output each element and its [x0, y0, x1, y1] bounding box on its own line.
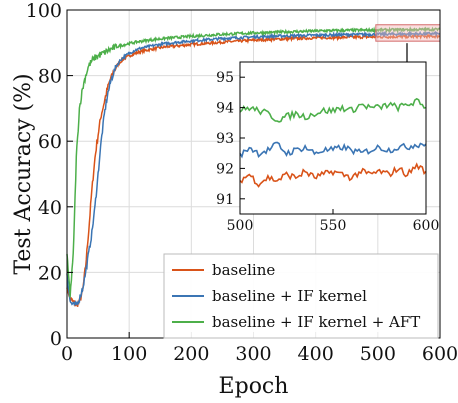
series-line-2 [66, 26, 441, 298]
inset-y-tick-label: 94 [216, 101, 234, 117]
inset-background [240, 62, 426, 214]
y-tick-label: 0 [50, 328, 62, 350]
legend-label-2: baseline + IF kernel + AFT [212, 313, 420, 331]
legend-box [163, 253, 439, 339]
inset-chart: 500 550 600 91 92 93 94 95 [216, 61, 440, 234]
inset-series-line-2 [239, 97, 427, 123]
inset-y-tick-label: 91 [216, 192, 234, 208]
inset-series-line-0 [239, 162, 427, 188]
x-tick-label: 100 [111, 343, 147, 365]
axes: 0 100 200 300 400 500 600 0 20 40 60 80 100 [26, 0, 458, 365]
inset-x-tick-label: 600 [413, 218, 440, 234]
inset-series-line-1 [239, 141, 427, 159]
y-tick-label: 20 [38, 262, 62, 284]
inset-x-tick-label: 500 [227, 218, 254, 234]
x-tick-label: 500 [360, 343, 396, 365]
y-tick-label: 100 [26, 0, 62, 22]
inset-y-tick-label: 93 [216, 131, 234, 147]
legend-label-0: baseline [212, 261, 275, 279]
inset-y-tick-label: 95 [216, 70, 234, 86]
x-axis-title: Epoch [219, 374, 289, 399]
x-tick-label: 300 [235, 343, 271, 365]
legend-label-1: baseline + IF kernel [212, 287, 367, 305]
x-tick-label: 0 [61, 343, 73, 365]
y-tick-label: 80 [38, 66, 62, 88]
zoom-rectangle [375, 24, 441, 42]
legend: baseline baseline + IF kernel baseline + I… [163, 253, 439, 339]
inset-y-tick-label: 92 [216, 161, 234, 177]
inset-x-tick-label: 550 [320, 218, 347, 234]
y-tick-label: 60 [38, 131, 62, 153]
y-axis-title: Test Accuracy (%) [11, 73, 36, 274]
x-tick-label: 200 [173, 343, 209, 365]
series-line-1 [66, 30, 441, 306]
x-tick-label: 400 [298, 343, 334, 365]
series-layer [66, 26, 441, 307]
x-tick-label: 600 [422, 343, 458, 365]
y-tick-label: 40 [38, 197, 62, 219]
